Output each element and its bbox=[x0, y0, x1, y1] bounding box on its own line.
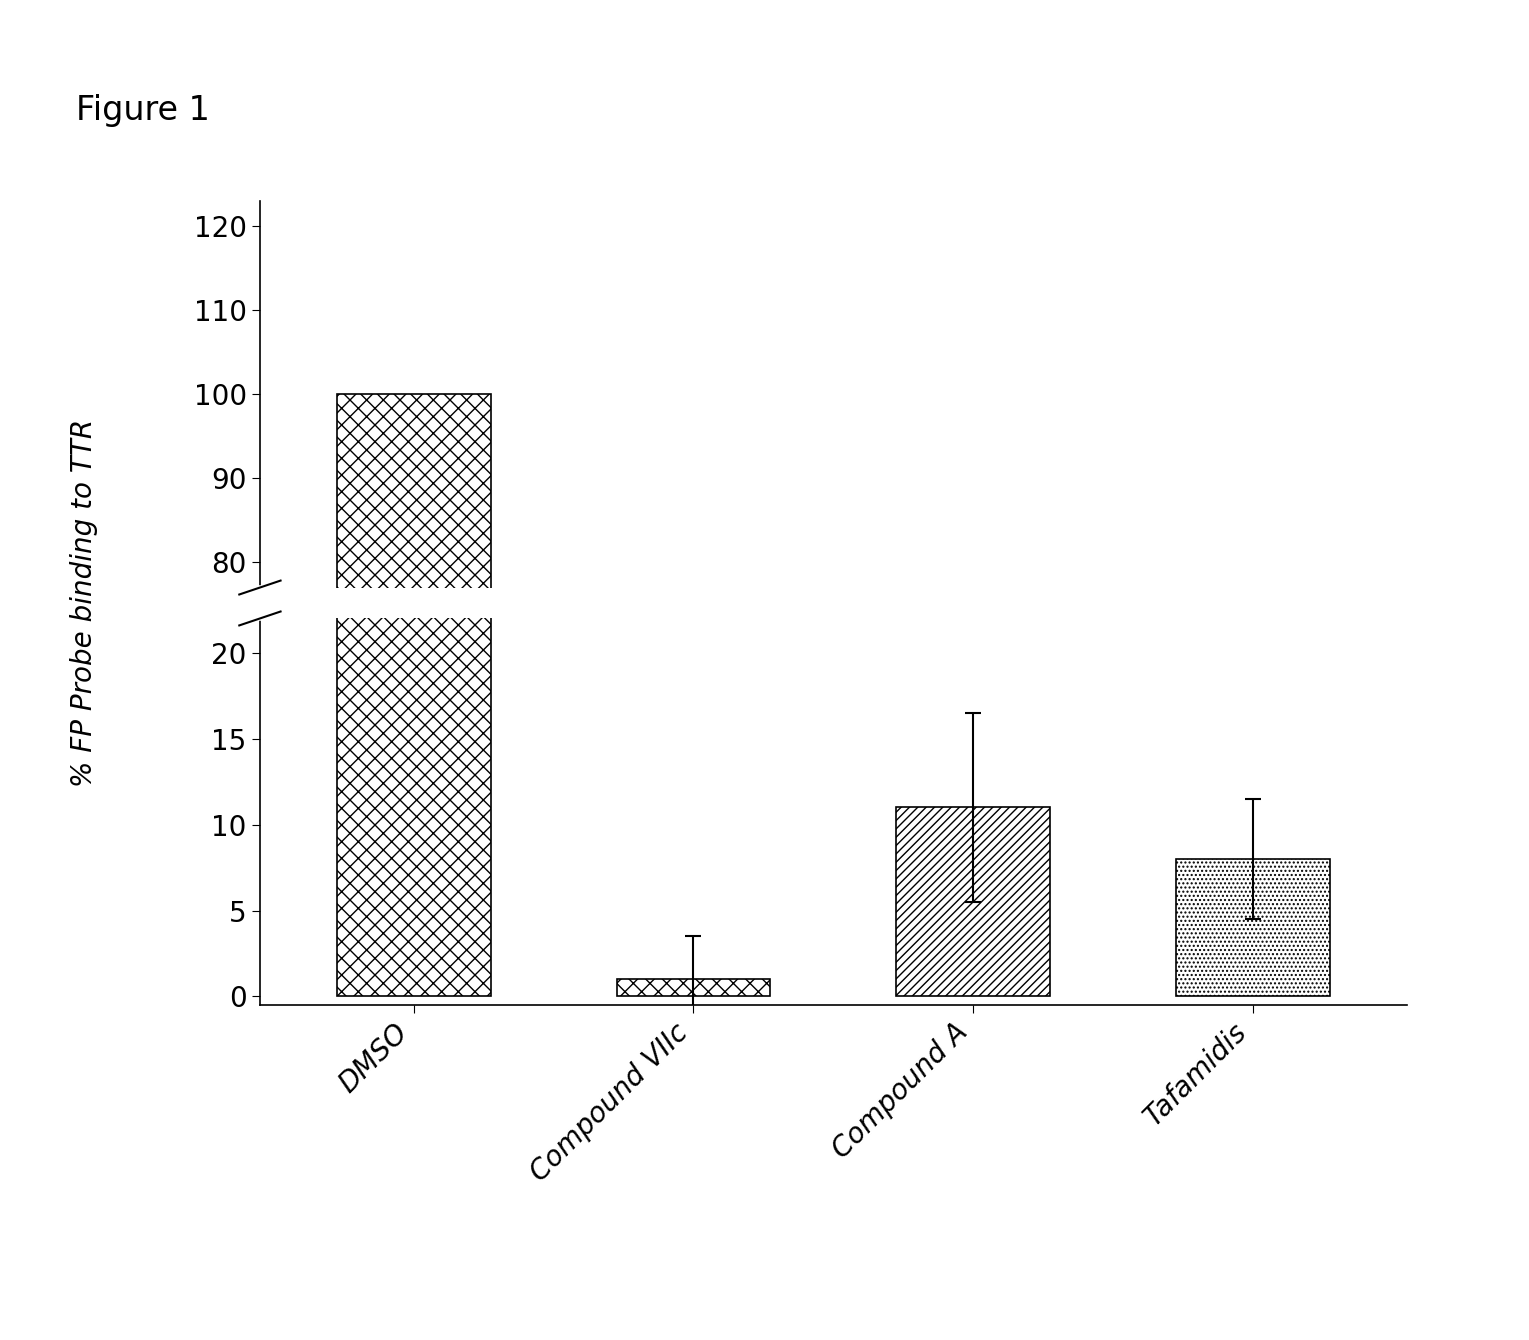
Text: % FP Probe binding to TTR: % FP Probe binding to TTR bbox=[70, 419, 98, 787]
Bar bbox=[616, 1226, 771, 1234]
Bar bbox=[896, 1142, 1050, 1234]
Text: Figure 1: Figure 1 bbox=[76, 94, 211, 127]
Bar bbox=[1176, 859, 1330, 997]
Bar bbox=[336, 394, 491, 1234]
Bar bbox=[336, 0, 491, 997]
Bar bbox=[1176, 1167, 1330, 1234]
Bar bbox=[616, 980, 771, 997]
Bar bbox=[896, 808, 1050, 997]
